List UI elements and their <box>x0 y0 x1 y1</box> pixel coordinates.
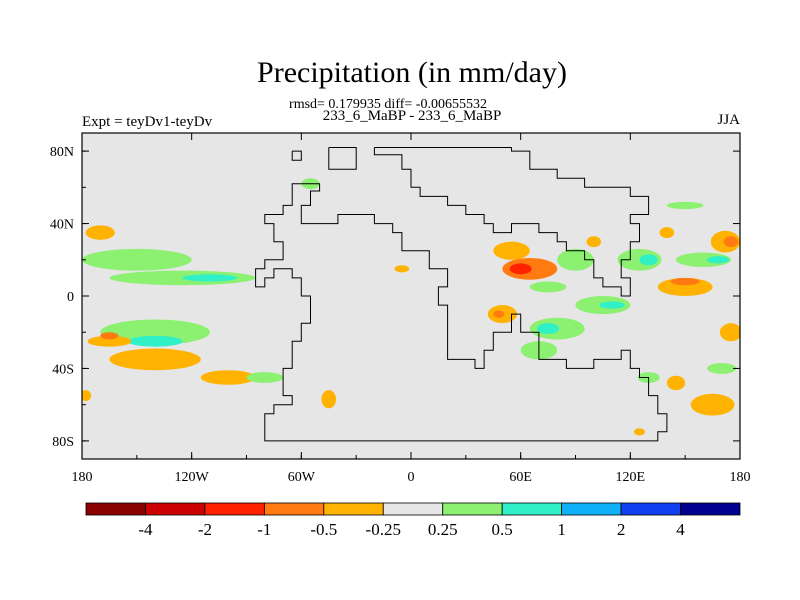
anomaly-patch <box>707 256 730 264</box>
anomaly-patch <box>707 363 737 374</box>
colorbar-label: -0.25 <box>366 520 401 539</box>
x-tick-label: 120W <box>175 470 210 485</box>
anomaly-patch <box>723 236 739 248</box>
anomaly-patch <box>537 323 560 335</box>
anomaly-patch <box>82 390 92 402</box>
colorbar-swatch <box>501 502 563 516</box>
x-tick-label: 180 <box>72 470 93 485</box>
anomaly-patch <box>246 372 284 383</box>
anomaly-patch <box>670 277 700 286</box>
colorbar-label: 0.25 <box>428 520 458 539</box>
colorbar-label: -2 <box>198 520 212 539</box>
anomaly-patch <box>633 428 645 436</box>
anomaly-patch <box>599 301 625 309</box>
anomaly-patch <box>87 335 132 347</box>
map-title: Precipitation (in mm/day) <box>257 56 567 89</box>
anomaly-patch <box>82 248 192 271</box>
colorbar-swatch <box>620 502 681 516</box>
anomaly-patch <box>659 227 675 239</box>
y-tick-label: 40N <box>50 218 74 233</box>
anomaly-patch <box>666 375 686 391</box>
anomaly-patch <box>109 270 256 286</box>
anomaly-patch <box>200 370 256 385</box>
anomaly-patch <box>719 323 740 342</box>
anomaly-patch <box>394 265 410 273</box>
y-tick-label: 40S <box>52 362 74 377</box>
stats-line: rmsd= 0.179935 diff= -0.00655532 <box>289 97 487 112</box>
anomaly-patch <box>509 263 532 275</box>
colorbar-label: -4 <box>138 520 153 539</box>
anomaly-patch <box>639 254 658 266</box>
anomaly-patch <box>493 241 530 260</box>
y-tick-label: 0 <box>67 290 74 305</box>
colorbar-swatch <box>204 502 265 516</box>
anomaly-patch <box>109 348 201 371</box>
x-tick-label: 180 <box>730 470 751 485</box>
x-tick-label: 0 <box>408 470 415 485</box>
colorbar-label: 4 <box>676 520 685 539</box>
x-tick-label: 120E <box>616 470 646 485</box>
y-tick-label: 80N <box>50 145 74 160</box>
colorbar-label: 2 <box>617 520 626 539</box>
colorbar-label: 0.5 <box>492 520 513 539</box>
anomaly-patches <box>82 178 740 436</box>
colorbar-swatch <box>382 502 444 516</box>
x-tick-label: 60E <box>509 470 532 485</box>
anomaly-patch <box>85 225 115 240</box>
continent-outline <box>373 147 650 297</box>
colorbar-label: 1 <box>557 520 566 539</box>
colorbar-swatch <box>145 502 206 516</box>
anomaly-patch <box>529 281 567 293</box>
case-label: 233_6_MaBP - 233_6_MaBP <box>323 108 502 124</box>
x-tick-label: 60W <box>288 470 316 485</box>
y-tick-label: 80S <box>52 435 74 450</box>
colorbar-swatch <box>561 502 622 516</box>
anomaly-patch <box>100 332 119 340</box>
colorbar-swatch <box>323 502 384 516</box>
anomaly-patch <box>690 393 735 416</box>
colorbar-label: -1 <box>257 520 271 539</box>
anomaly-patch <box>586 236 602 248</box>
colorbar-swatch <box>442 502 503 516</box>
colorbar-swatch <box>85 502 146 516</box>
experiment-label: Expt = teyDv1-teyDv <box>82 114 213 130</box>
continent-outline <box>291 150 302 161</box>
anomaly-patch <box>676 252 731 268</box>
anomaly-patch <box>321 390 337 409</box>
colorbar-swatch <box>680 502 741 516</box>
colorbar-label: -0.5 <box>310 520 337 539</box>
anomaly-patch <box>182 274 238 282</box>
anomaly-patch <box>617 248 662 271</box>
x-axis: 180 120W 60W 0 60E 120E 180 <box>72 133 751 485</box>
continent-outline <box>255 183 668 442</box>
y-axis: 80N 40N 0 40S 80S <box>50 145 740 450</box>
season-label: JJA <box>717 112 740 128</box>
anomaly-patch <box>666 201 704 210</box>
continent-outline <box>328 147 357 170</box>
colorbar: -4 -2 -1 -0.5 -0.25 0.25 0.5 1 2 4 <box>85 502 741 539</box>
colorbar-swatch <box>263 502 325 516</box>
anomaly-patch <box>493 310 505 318</box>
anomaly-patch <box>127 335 183 347</box>
continent-outlines <box>255 147 668 442</box>
